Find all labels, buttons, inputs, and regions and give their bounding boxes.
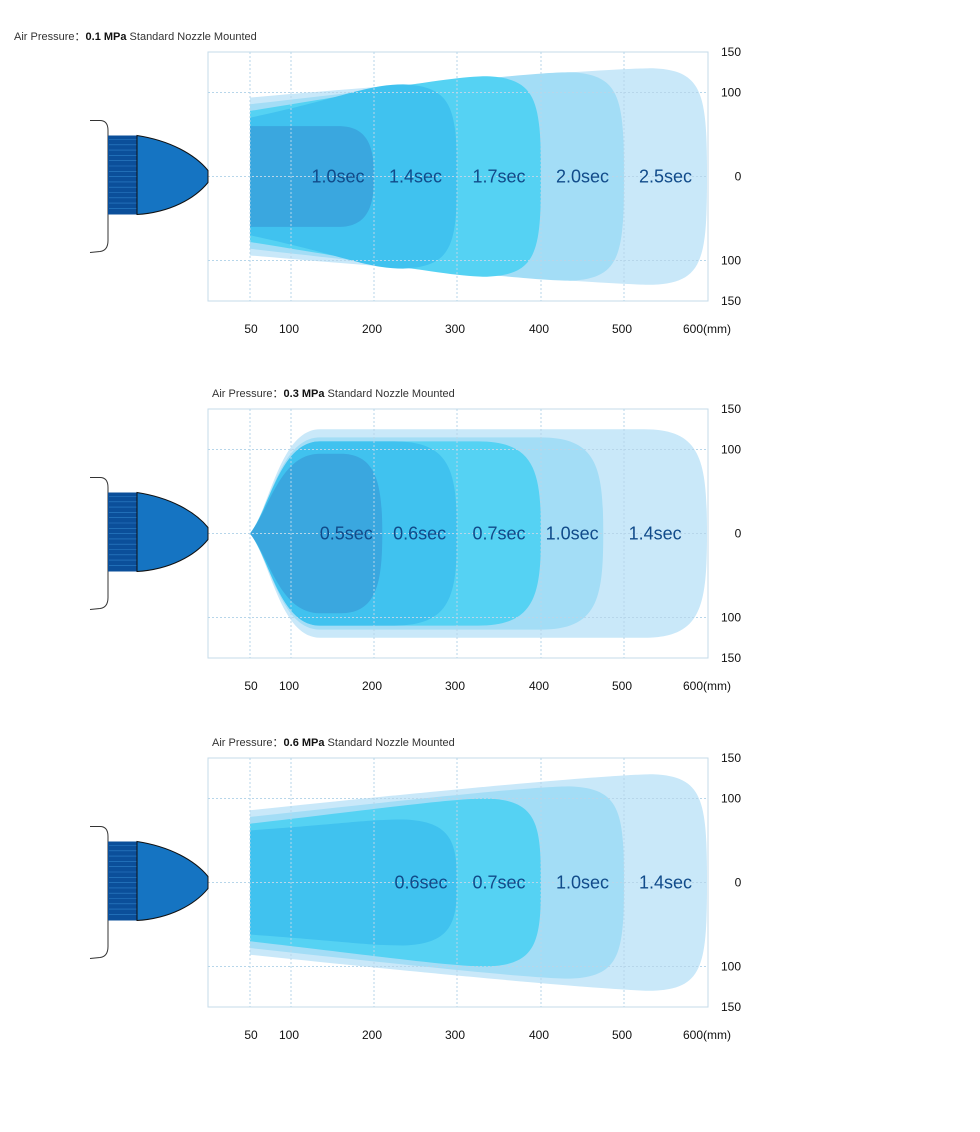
title-pressure: 0.3 MPa <box>283 388 325 400</box>
zone-label: 2.5sec <box>639 167 692 187</box>
y-tick-label: 150 <box>721 751 741 765</box>
title-pressure: 0.1 MPa <box>85 31 127 43</box>
y-tick-label: 150 <box>721 1000 741 1014</box>
x-unit-label: (mm) <box>703 322 731 336</box>
x-tick-label: 600(mm) <box>683 322 731 336</box>
y-tick-label: 100 <box>721 960 741 974</box>
zone-label: 1.0sec <box>311 167 364 187</box>
zone-label: 1.7sec <box>472 167 525 187</box>
title-suffix: Standard Nozzle Mounted <box>126 31 257 43</box>
nozzle-collar <box>108 841 138 921</box>
y-tick-label: 100 <box>721 792 741 806</box>
nozzle-collar <box>108 492 138 572</box>
nozzle-collar <box>108 135 138 215</box>
drift-chart-0-1mpa: 1.0sec 1.4sec 1.7sec 2.0sec 2.5sec 50 100 200 30… <box>89 45 742 336</box>
title-prefix: Air Pressure： <box>212 737 284 749</box>
x-unit-label: (mm) <box>703 1028 731 1042</box>
y-tick-label: 100 <box>721 611 741 625</box>
zone-label: 1.4sec <box>639 873 692 893</box>
y-tick-label: 100 <box>721 254 741 268</box>
zone-label: 0.7sec <box>472 873 525 893</box>
y-tick-label: 100 <box>721 443 741 457</box>
y-tick-label: 100 <box>721 86 741 100</box>
panel-title: Air Pressure：0.1 MPa Standard Nozzle Mou… <box>14 28 257 44</box>
x-tick-label: 500 <box>612 322 632 336</box>
nozzle-bracket <box>89 477 109 610</box>
nozzle-tip <box>136 491 209 573</box>
zone-label: 1.0sec <box>556 873 609 893</box>
x-tick-label: 100 <box>279 1028 299 1042</box>
zone-label: 1.4sec <box>629 524 682 544</box>
y-tick-label: 150 <box>721 294 741 308</box>
x-tick-label: 300 <box>445 679 465 693</box>
y-tick-label: 0 <box>735 170 742 184</box>
drift-chart-0-3mpa: 0.5sec 0.6sec 0.7sec 1.0sec 1.4sec 50 100 200 30… <box>89 402 742 693</box>
x-tick-label: 300 <box>445 322 465 336</box>
x-tick-label: 200 <box>362 679 382 693</box>
x-tick-label: 600(mm) <box>683 1028 731 1042</box>
nozzle-tip <box>136 840 209 922</box>
nozzle-icon <box>89 120 209 253</box>
nozzle-icon <box>89 826 209 959</box>
zone-label: 0.6sec <box>393 524 446 544</box>
x-tick-label: 100 <box>279 679 299 693</box>
x-tick-label: 100 <box>279 322 299 336</box>
y-tick-label: 150 <box>721 651 741 665</box>
x-tick-label: 400 <box>529 322 549 336</box>
nozzle-bracket <box>89 826 109 959</box>
y-tick-label: 150 <box>721 45 741 59</box>
x-tick-label: 600(mm) <box>683 679 731 693</box>
title-prefix: Air Pressure： <box>212 388 284 400</box>
x-tick-label: 500 <box>612 679 632 693</box>
drift-chart-0-6mpa: 0.6sec 0.7sec 1.0sec 1.4sec 50 100 200 300 400 50… <box>89 751 742 1042</box>
zone-label: 0.5sec <box>320 524 373 544</box>
zone-label: 0.7sec <box>472 524 525 544</box>
x-tick-label: 400 <box>529 1028 549 1042</box>
x-tick-label: 400 <box>529 679 549 693</box>
x-tick-label: 500 <box>612 1028 632 1042</box>
title-prefix: Air Pressure： <box>14 31 86 43</box>
panel-title: Air Pressure：0.6 MPa Standard Nozzle Mou… <box>212 734 455 750</box>
nozzle-bracket <box>89 120 109 253</box>
panel-title: Air Pressure：0.3 MPa Standard Nozzle Mou… <box>212 385 455 401</box>
x-tick-label: 50 <box>244 679 258 693</box>
x-tick-label: 300 <box>445 1028 465 1042</box>
zone-label: 1.0sec <box>546 524 599 544</box>
title-pressure: 0.6 MPa <box>283 737 325 749</box>
x-tick-label: 200 <box>362 1028 382 1042</box>
x-tick-label: 50 <box>244 1028 258 1042</box>
zone-label: 1.4sec <box>389 167 442 187</box>
y-tick-label: 0 <box>735 527 742 541</box>
x-tick-label: 50 <box>244 322 258 336</box>
zone-label: 0.6sec <box>394 873 447 893</box>
title-suffix: Standard Nozzle Mounted <box>324 388 455 400</box>
x-tick-label: 200 <box>362 322 382 336</box>
zone-label: 2.0sec <box>556 167 609 187</box>
y-tick-label: 150 <box>721 402 741 416</box>
nozzle-icon <box>89 477 209 610</box>
y-tick-label: 0 <box>735 876 742 890</box>
nozzle-tip <box>136 134 209 216</box>
x-unit-label: (mm) <box>703 679 731 693</box>
title-suffix: Standard Nozzle Mounted <box>324 737 455 749</box>
